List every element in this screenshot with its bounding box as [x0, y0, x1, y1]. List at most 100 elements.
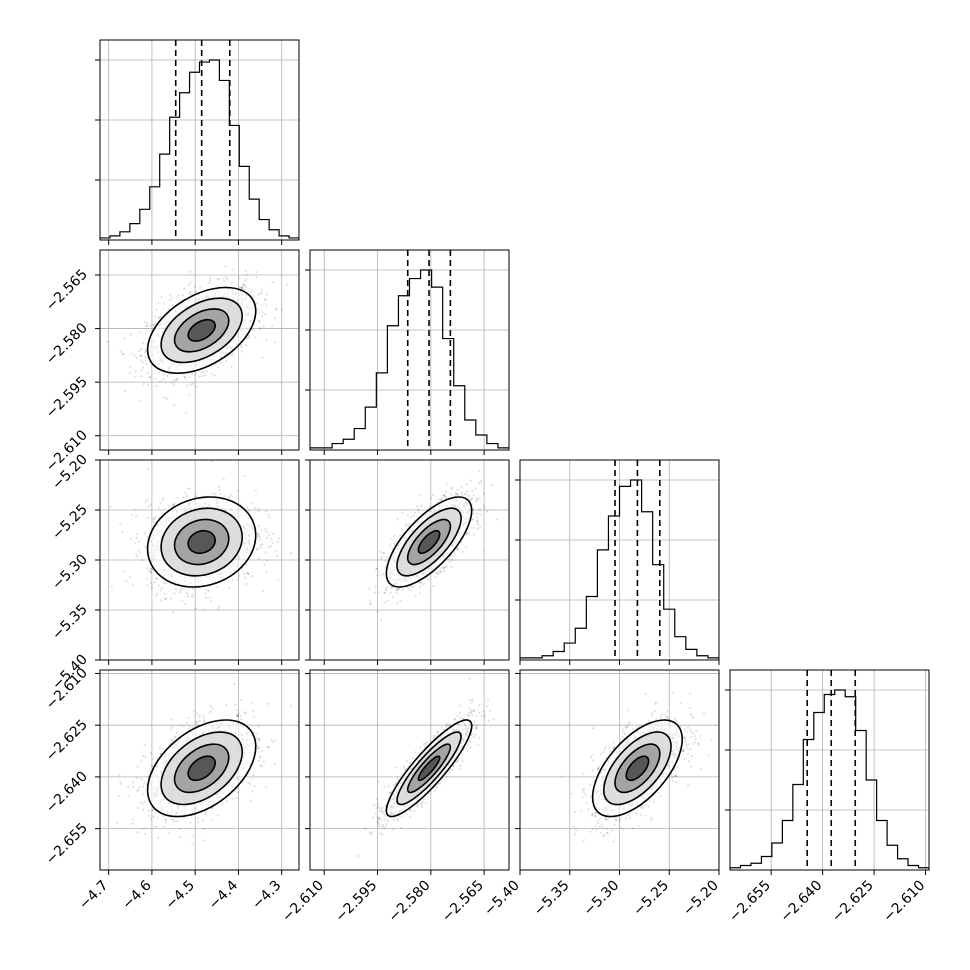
scatter-point — [131, 583, 134, 586]
scatter-point — [156, 593, 159, 596]
scatter-point — [257, 725, 260, 728]
scatter-point — [268, 516, 271, 519]
scatter-point — [472, 512, 475, 515]
scatter-point — [186, 721, 189, 724]
scatter-point — [217, 606, 220, 609]
scatter-point — [172, 611, 175, 614]
scatter-point — [216, 277, 219, 281]
scatter-point — [419, 581, 422, 584]
scatter-point — [201, 371, 204, 374]
scatter-point — [203, 721, 206, 724]
scatter-point — [192, 382, 195, 385]
scatter-point — [257, 293, 260, 296]
scatter-point — [154, 595, 157, 598]
scatter-point — [396, 602, 399, 605]
scatter-point — [163, 396, 166, 399]
scatter-point — [223, 495, 226, 498]
scatter-point — [202, 371, 205, 374]
scatter-point — [146, 535, 149, 539]
scatter-point — [445, 483, 448, 486]
scatter-point — [199, 286, 202, 289]
scatter-point — [249, 799, 252, 803]
scatter-point — [436, 572, 439, 575]
scatter-point — [144, 325, 147, 328]
scatter-point — [164, 821, 167, 824]
scatter-point — [195, 721, 198, 724]
scatter-point — [204, 592, 207, 595]
scatter-point — [257, 507, 260, 510]
scatter-point — [240, 286, 243, 289]
scatter-point — [250, 290, 253, 293]
scatter-point — [271, 541, 274, 544]
scatter-point — [156, 817, 159, 820]
scatter-point — [230, 281, 233, 284]
scatter-point — [285, 283, 289, 286]
scatter-point — [201, 819, 204, 822]
histogram-step — [100, 59, 299, 240]
scatter-point — [164, 381, 167, 384]
scatter-point — [434, 571, 438, 574]
scatter-point — [136, 533, 139, 536]
scatter-point — [186, 592, 189, 595]
scatter-point — [258, 538, 261, 541]
scatter-point — [476, 520, 479, 523]
scatter-point — [257, 747, 260, 750]
scatter-point — [267, 513, 270, 516]
scatter-point — [141, 802, 144, 805]
scatter-point — [172, 503, 175, 506]
scatter-point — [188, 293, 191, 296]
scatter-point — [140, 354, 143, 357]
scatter-point — [135, 555, 139, 558]
scatter-point — [251, 328, 254, 331]
scatter-point — [418, 586, 421, 589]
scatter-point — [179, 835, 182, 839]
scatter-point — [205, 588, 208, 591]
scatter-point — [385, 585, 388, 589]
scatter-point — [181, 600, 184, 603]
scatter-point — [450, 565, 453, 569]
scatter-point — [448, 560, 451, 563]
scatter-point — [146, 322, 149, 325]
scatter-point — [369, 599, 372, 602]
scatter-point — [196, 723, 199, 726]
scatter-point — [469, 479, 472, 482]
scatter-point — [131, 353, 134, 356]
histogram-panel-1 — [305, 249, 510, 455]
scatter-point — [270, 545, 273, 548]
scatter-point — [478, 470, 481, 473]
scatter-point — [194, 373, 197, 376]
scatter-point — [208, 281, 211, 285]
scatter-point — [276, 540, 279, 544]
scatter-point — [207, 590, 210, 593]
scatter-point — [483, 506, 486, 509]
scatter-point — [382, 552, 385, 555]
scatter-point — [258, 535, 261, 538]
scatter-point — [257, 737, 260, 741]
scatter-point — [170, 718, 173, 721]
scatter-point — [133, 375, 136, 378]
scatter-point — [405, 525, 408, 528]
scatter-point — [177, 294, 180, 297]
scatter-point — [257, 509, 260, 513]
scatter-point — [267, 546, 270, 549]
scatter-point — [109, 505, 112, 508]
scatter-point — [486, 510, 489, 513]
scatter-point — [401, 528, 404, 531]
scatter-point — [242, 284, 245, 287]
scatter-point — [217, 485, 221, 488]
scatter-point — [408, 522, 411, 525]
scatter-point — [197, 821, 200, 824]
scatter-point — [389, 591, 392, 595]
scatter-point — [236, 489, 239, 492]
scatter-point — [134, 508, 137, 511]
scatter-point — [144, 500, 147, 504]
scatter-point — [383, 601, 386, 604]
scatter-point — [149, 571, 152, 574]
scatter-point — [135, 356, 139, 360]
scatter-point — [224, 276, 227, 279]
scatter-point — [455, 493, 459, 496]
scatter-point — [255, 548, 258, 551]
scatter-point — [172, 383, 175, 386]
scatter-point — [229, 353, 232, 356]
panel-frame — [99, 249, 300, 451]
